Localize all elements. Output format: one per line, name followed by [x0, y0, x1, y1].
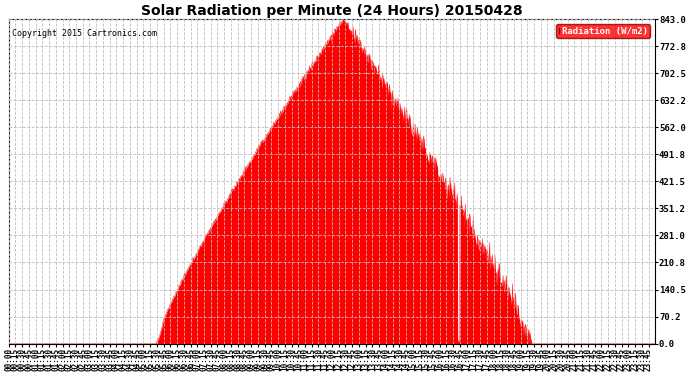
Title: Solar Radiation per Minute (24 Hours) 20150428: Solar Radiation per Minute (24 Hours) 20… — [141, 4, 522, 18]
Legend: Radiation (W/m2): Radiation (W/m2) — [556, 24, 650, 38]
Text: Copyright 2015 Cartronics.com: Copyright 2015 Cartronics.com — [12, 29, 157, 38]
